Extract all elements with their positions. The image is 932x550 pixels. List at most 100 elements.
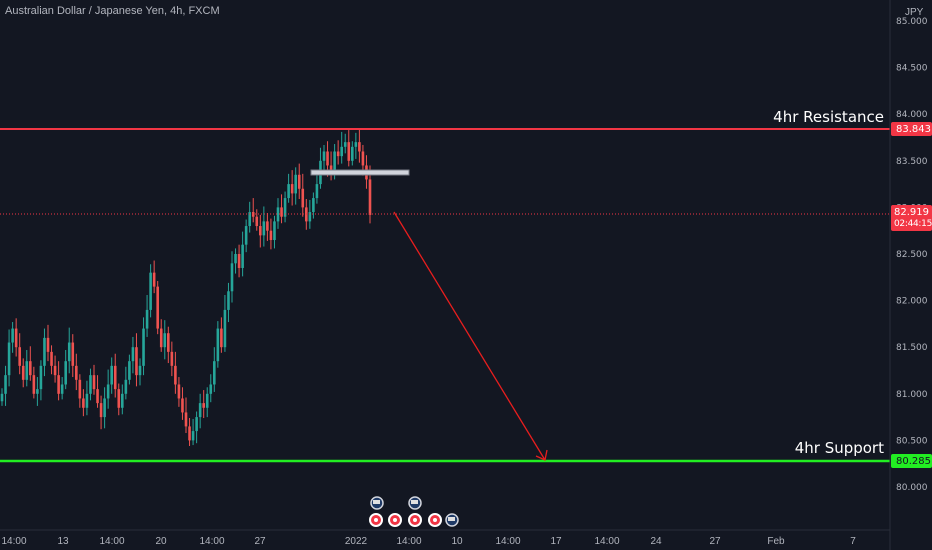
flag-icon[interactable] bbox=[408, 496, 422, 510]
y-tick-label: 82.000 bbox=[896, 297, 928, 307]
candle bbox=[283, 191, 287, 223]
flag-icon[interactable] bbox=[369, 513, 383, 527]
candle bbox=[138, 358, 142, 386]
candle bbox=[36, 377, 39, 406]
candle bbox=[251, 198, 255, 223]
candle bbox=[18, 333, 21, 375]
y-tick-label: 84.000 bbox=[896, 110, 928, 120]
candle bbox=[4, 365, 7, 406]
candle bbox=[57, 361, 60, 401]
flag-icon[interactable] bbox=[428, 513, 442, 527]
candle bbox=[347, 130, 351, 167]
x-tick-label: 7 bbox=[850, 536, 856, 547]
candle bbox=[329, 151, 333, 181]
y-tick-label: 81.000 bbox=[896, 390, 928, 400]
flag-icon[interactable] bbox=[408, 513, 422, 527]
candle bbox=[131, 336, 135, 374]
candle bbox=[255, 209, 259, 231]
candle bbox=[213, 347, 216, 392]
candle bbox=[7, 329, 11, 387]
candle bbox=[82, 389, 85, 417]
support-label: 4hr Support bbox=[795, 439, 884, 457]
candle bbox=[223, 295, 227, 352]
flag-icon[interactable] bbox=[445, 513, 459, 527]
candle bbox=[297, 163, 301, 200]
candle bbox=[336, 140, 340, 165]
forecast-arrow[interactable] bbox=[393, 211, 548, 461]
candle bbox=[53, 355, 57, 383]
y-tick-label: 82.500 bbox=[896, 250, 928, 260]
candle bbox=[163, 320, 167, 360]
candle bbox=[205, 387, 209, 418]
candle bbox=[25, 349, 29, 387]
x-tick-label: 27 bbox=[254, 536, 266, 547]
flag-icon[interactable] bbox=[388, 513, 402, 527]
candle bbox=[266, 212, 269, 241]
x-tick-label: Feb bbox=[767, 536, 785, 547]
candle bbox=[209, 374, 213, 403]
candle bbox=[167, 326, 170, 364]
candle bbox=[276, 198, 280, 229]
bar-countdown: 02:44:15 bbox=[894, 219, 932, 229]
candle bbox=[315, 174, 319, 204]
candle bbox=[177, 377, 181, 407]
x-tick-label: 14:00 bbox=[99, 536, 124, 547]
candle bbox=[71, 334, 75, 378]
candle bbox=[170, 341, 174, 377]
candle bbox=[244, 219, 248, 253]
candle bbox=[124, 366, 128, 400]
flag-icon[interactable] bbox=[370, 496, 384, 510]
candle bbox=[14, 318, 18, 357]
candle bbox=[202, 390, 205, 419]
consolidation-rectangle[interactable] bbox=[310, 169, 410, 176]
candle bbox=[230, 251, 234, 303]
candle bbox=[29, 346, 32, 381]
candle bbox=[322, 144, 326, 173]
candle bbox=[188, 418, 191, 446]
current-price-tag: 82.919 02:44:15 bbox=[891, 205, 932, 231]
x-tick-label: 14:00 bbox=[396, 536, 421, 547]
y-tick-label: 83.500 bbox=[896, 157, 928, 167]
candle bbox=[159, 319, 163, 352]
resistance-price: 83.843 bbox=[896, 124, 931, 135]
candle bbox=[46, 324, 50, 362]
candle bbox=[340, 131, 343, 164]
candle bbox=[67, 327, 71, 374]
y-tick-label: 84.500 bbox=[896, 64, 928, 74]
candle bbox=[351, 141, 354, 166]
candle bbox=[60, 377, 64, 400]
resistance-price-tag bbox=[891, 122, 932, 136]
candle bbox=[75, 353, 78, 391]
candle bbox=[195, 411, 198, 444]
x-tick-label: 14:00 bbox=[199, 536, 224, 547]
candle bbox=[294, 167, 297, 205]
y-tick-label: 80.500 bbox=[896, 436, 928, 446]
x-tick-label: 24 bbox=[650, 536, 662, 547]
time-axis[interactable]: 14:00 13 14:00 20 14:00 27 2022 14:00 10 14:00 17 1… bbox=[1, 536, 856, 547]
candle bbox=[280, 194, 283, 224]
candle bbox=[39, 360, 43, 401]
resistance-label: 4hr Resistance bbox=[773, 108, 884, 126]
candle bbox=[145, 295, 149, 337]
candle bbox=[64, 349, 67, 390]
event-markers[interactable] bbox=[369, 496, 459, 527]
candle bbox=[11, 322, 14, 353]
candle bbox=[78, 374, 82, 408]
x-tick-label: 14:00 bbox=[1, 536, 26, 547]
candle bbox=[248, 201, 251, 233]
candle bbox=[85, 380, 89, 416]
candle bbox=[287, 173, 290, 203]
candle bbox=[106, 369, 110, 409]
candle bbox=[273, 215, 276, 249]
candle bbox=[142, 317, 145, 376]
candle bbox=[181, 387, 184, 420]
y-tick-label: 80.000 bbox=[896, 483, 928, 493]
candle bbox=[184, 397, 188, 433]
candle bbox=[343, 133, 347, 154]
support-price: 80.285 bbox=[896, 456, 931, 467]
candle bbox=[312, 192, 315, 219]
candle bbox=[89, 368, 92, 401]
candle bbox=[110, 357, 113, 394]
